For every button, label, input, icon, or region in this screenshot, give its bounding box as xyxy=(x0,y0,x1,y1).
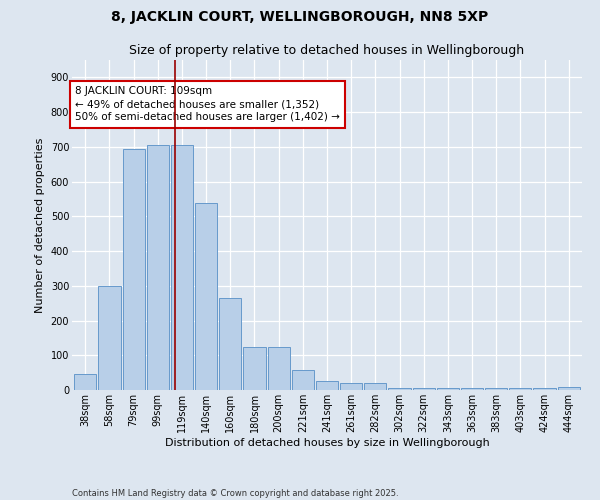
Bar xyxy=(292,370,314,390)
Bar xyxy=(413,388,435,390)
Bar xyxy=(219,298,241,390)
Bar xyxy=(98,286,121,390)
Bar xyxy=(195,204,217,390)
Title: Size of property relative to detached houses in Wellingborough: Size of property relative to detached ho… xyxy=(130,44,524,58)
Text: Contains HM Land Registry data © Crown copyright and database right 2025.: Contains HM Land Registry data © Crown c… xyxy=(72,488,398,498)
Bar xyxy=(171,145,193,390)
Bar xyxy=(388,388,410,390)
Bar xyxy=(485,388,508,390)
Bar xyxy=(461,388,483,390)
Bar xyxy=(244,346,266,390)
Bar xyxy=(340,383,362,390)
Bar xyxy=(74,374,97,390)
Text: 8, JACKLIN COURT, WELLINGBOROUGH, NN8 5XP: 8, JACKLIN COURT, WELLINGBOROUGH, NN8 5X… xyxy=(112,10,488,24)
Bar xyxy=(146,145,169,390)
Text: 8 JACKLIN COURT: 109sqm
← 49% of detached houses are smaller (1,352)
50% of semi: 8 JACKLIN COURT: 109sqm ← 49% of detache… xyxy=(75,86,340,122)
Bar xyxy=(533,388,556,390)
Bar xyxy=(437,388,459,390)
Bar xyxy=(268,348,290,390)
Bar xyxy=(509,388,532,390)
X-axis label: Distribution of detached houses by size in Wellingborough: Distribution of detached houses by size … xyxy=(164,438,490,448)
Bar xyxy=(316,382,338,390)
Y-axis label: Number of detached properties: Number of detached properties xyxy=(35,138,45,312)
Bar xyxy=(557,387,580,390)
Bar xyxy=(122,150,145,390)
Bar xyxy=(364,383,386,390)
